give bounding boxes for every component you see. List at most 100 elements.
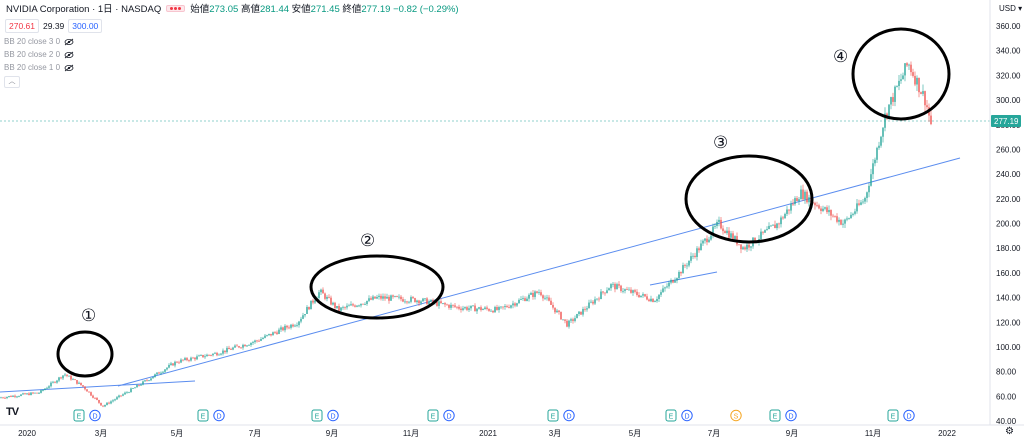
earnings-marker[interactable]: E: [769, 409, 781, 422]
currency-selector[interactable]: USD ▾: [999, 4, 1023, 13]
earnings-marker[interactable]: E: [665, 409, 677, 422]
earnings-marker[interactable]: E: [887, 409, 899, 422]
candle-body: [520, 299, 522, 300]
candle-body: [352, 304, 354, 306]
candle-body: [852, 213, 854, 215]
indicator-bb-1[interactable]: BB 20 close 1 0: [4, 63, 74, 72]
price-tick-label: 220.00: [996, 195, 1021, 204]
candle-body: [790, 203, 792, 211]
split-marker[interactable]: S: [730, 409, 742, 422]
candle-body: [16, 396, 18, 398]
dividend-marker[interactable]: D: [681, 409, 693, 422]
eye-hidden-icon[interactable]: [64, 51, 74, 59]
candle-body: [592, 301, 594, 304]
symbol-title[interactable]: NVIDIA Corporation · 1日 · NASDAQ: [6, 4, 162, 15]
price-axis[interactable]: 360.00340.00320.00300.00280.00260.00240.…: [996, 22, 1021, 426]
candle-body: [360, 303, 362, 306]
candle-body: [522, 298, 524, 300]
candle-body: [422, 298, 424, 302]
annotation-circle-1[interactable]: [56, 330, 114, 378]
candle-body: [794, 198, 796, 205]
candle-body: [370, 298, 372, 300]
candle-body: [154, 374, 156, 377]
candle-body: [258, 340, 260, 342]
dividend-marker[interactable]: D: [903, 409, 915, 422]
dividend-marker[interactable]: D: [443, 409, 455, 422]
candle-body: [864, 197, 866, 202]
candle-body: [448, 304, 450, 308]
candle-body: [262, 337, 264, 339]
dividend-marker[interactable]: D: [327, 409, 339, 422]
earnings-marker[interactable]: E: [547, 409, 559, 422]
candle-body: [904, 63, 906, 76]
dividend-marker[interactable]: D: [785, 409, 797, 422]
candle-body: [388, 296, 390, 301]
collapse-legend-button[interactable]: ︿: [4, 76, 20, 88]
dividend-marker[interactable]: D: [89, 409, 101, 422]
candle-body: [296, 325, 298, 326]
candle-body: [308, 307, 310, 310]
candle-body: [660, 292, 662, 295]
candle-body: [532, 292, 534, 297]
earnings-marker[interactable]: E: [197, 409, 209, 422]
tradingview-logo[interactable]: TV: [6, 406, 19, 418]
candle-body: [442, 303, 444, 304]
candle-body: [374, 296, 376, 299]
candle-body: [394, 296, 396, 297]
candle-body: [536, 291, 538, 293]
candle-body: [416, 300, 418, 303]
candle-body: [746, 244, 748, 250]
candle-body: [478, 307, 480, 309]
candle-body: [24, 393, 26, 395]
candle-body: [428, 301, 430, 305]
annotation-circle-2[interactable]: [309, 254, 445, 320]
buy-button[interactable]: 300.00: [68, 19, 103, 33]
candle-body: [562, 319, 564, 321]
candle-body: [854, 211, 856, 214]
candle-body: [142, 381, 144, 385]
candle-body: [888, 104, 890, 117]
time-axis[interactable]: 2020 3月 5月 7月 9月 11月 2021 3月 5月 7月 9月 11月 2022: [18, 429, 956, 438]
indicator-bb-3[interactable]: BB 20 close 3 0: [4, 37, 74, 46]
candle-body: [136, 384, 138, 388]
candle-body: [78, 382, 80, 384]
trendline-2[interactable]: [117, 157, 961, 387]
candle-body: [398, 296, 400, 298]
candle-body: [184, 358, 186, 361]
candle-body: [912, 72, 914, 76]
earnings-marker[interactable]: E: [427, 409, 439, 422]
candle-body: [560, 312, 562, 320]
status-dots-icon: [166, 4, 186, 12]
dividend-marker[interactable]: D: [563, 409, 575, 422]
trendline-1[interactable]: [0, 380, 196, 393]
candle-body: [322, 289, 324, 294]
candle-body: [48, 386, 50, 388]
trendline-3[interactable]: [649, 271, 718, 286]
dividend-marker[interactable]: D: [213, 409, 225, 422]
candle-body: [72, 379, 74, 381]
earnings-marker[interactable]: E: [311, 409, 323, 422]
candle-body: [770, 225, 772, 227]
candle-body: [294, 325, 296, 327]
candle-body: [6, 396, 8, 399]
candle-body: [870, 174, 872, 186]
sell-button[interactable]: 270.61: [5, 19, 39, 33]
candle-body: [58, 377, 60, 381]
candle-body: [4, 397, 6, 399]
eye-hidden-icon[interactable]: [64, 64, 74, 72]
annotation-number-1: ①: [81, 306, 96, 325]
indicator-bb-2[interactable]: BB 20 close 2 0: [4, 50, 74, 59]
candle-body: [694, 255, 696, 257]
candle-body: [856, 203, 858, 212]
candle-body: [534, 291, 536, 297]
candle-body: [28, 393, 30, 396]
eye-hidden-icon[interactable]: [64, 38, 74, 46]
annotation-circle-4[interactable]: [851, 27, 951, 121]
earnings-marker[interactable]: E: [73, 409, 85, 422]
annotation-circle-3[interactable]: [684, 154, 814, 244]
gear-icon[interactable]: ⚙: [1005, 426, 1014, 437]
candle-body: [488, 308, 490, 311]
event-marker-label: E: [431, 414, 436, 421]
